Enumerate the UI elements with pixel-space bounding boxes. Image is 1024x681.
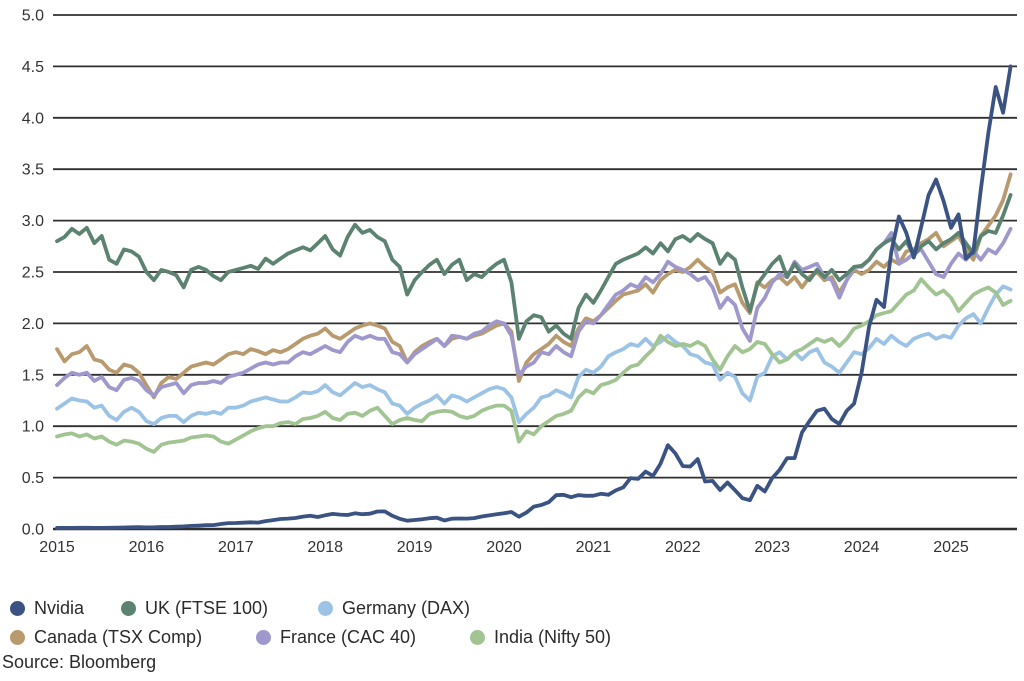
source-attribution: Source: Bloomberg	[2, 652, 157, 672]
y-axis-tick-label: 4.0	[22, 110, 44, 127]
legend-row-2: Canada (TSX Comp) France (CAC 40) India …	[0, 627, 1024, 647]
y-axis-tick-label: 0.0	[22, 522, 44, 539]
legend-label: Germany (DAX)	[342, 598, 471, 618]
x-axis-tick-label: 2022	[665, 539, 701, 556]
x-axis-tick-label: 2025	[933, 539, 969, 556]
legend-label: France (CAC 40)	[280, 627, 417, 647]
y-axis-tick-label: 5.0	[22, 8, 44, 25]
legend-label: Nvidia	[34, 598, 85, 618]
legend-item-germany: Germany (DAX)	[318, 598, 470, 618]
y-axis-tick-label: 2.0	[22, 316, 44, 333]
legend-item-canada: Canada (TSX Comp)	[10, 627, 202, 647]
nvidia-legend-dot-icon	[10, 600, 25, 616]
series-line-germany-dax	[55, 284, 1013, 427]
y-axis-tick-label: 1.0	[22, 419, 44, 436]
x-axis-tick-label: 2015	[39, 539, 75, 556]
legend-label: UK (FTSE 100)	[145, 598, 269, 618]
india-legend-dot-icon	[470, 629, 485, 645]
series-line-uk-ftse-100	[55, 192, 1013, 341]
x-axis-tick-label: 2023	[754, 539, 790, 556]
y-axis-tick-label: 1.5	[22, 367, 44, 384]
legend-item-india: India (Nifty 50)	[470, 627, 611, 647]
x-axis-tick-label: 2019	[397, 539, 433, 556]
legend-label: Canada (TSX Comp)	[34, 627, 203, 647]
x-axis-tick-label: 2018	[307, 539, 343, 556]
x-axis-tick-label: 2021	[576, 539, 612, 556]
x-axis-tick-label: 2017	[218, 539, 254, 556]
france-legend-dot-icon	[256, 629, 271, 645]
canada-legend-dot-icon	[10, 629, 25, 645]
series-line-nvidia	[55, 64, 1013, 530]
x-axis-tick-label: 2020	[486, 539, 522, 556]
legend-item-nvidia: Nvidia	[10, 598, 84, 618]
legend-item-uk: UK (FTSE 100)	[121, 598, 268, 618]
x-axis-tick-label: 2016	[129, 539, 165, 556]
germany-legend-dot-icon	[318, 600, 333, 616]
uk-legend-dot-icon	[121, 600, 136, 616]
y-axis-tick-label: 0.5	[22, 470, 44, 487]
legend-row-1: Nvidia UK (FTSE 100) Germany (DAX)	[0, 598, 1024, 618]
y-axis-tick-label: 4.5	[22, 59, 44, 76]
y-axis-tick-label: 2.5	[22, 265, 44, 282]
legend-item-france: France (CAC 40)	[256, 627, 416, 647]
series-line-india-nifty-50	[55, 277, 1013, 454]
x-axis-tick-label: 2024	[844, 539, 880, 556]
y-axis-tick-label: 3.5	[22, 162, 44, 179]
legend-label: India (Nifty 50)	[494, 627, 612, 647]
series-line-france-cac-40	[55, 226, 1013, 398]
line-chart: 0.0 0.5 1.0 1.5 2.0 2.5 3.0 3.5 4.0 4.5 5.0 2015 201…	[22, 8, 1017, 556]
y-axis-tick-label: 3.0	[22, 213, 44, 230]
